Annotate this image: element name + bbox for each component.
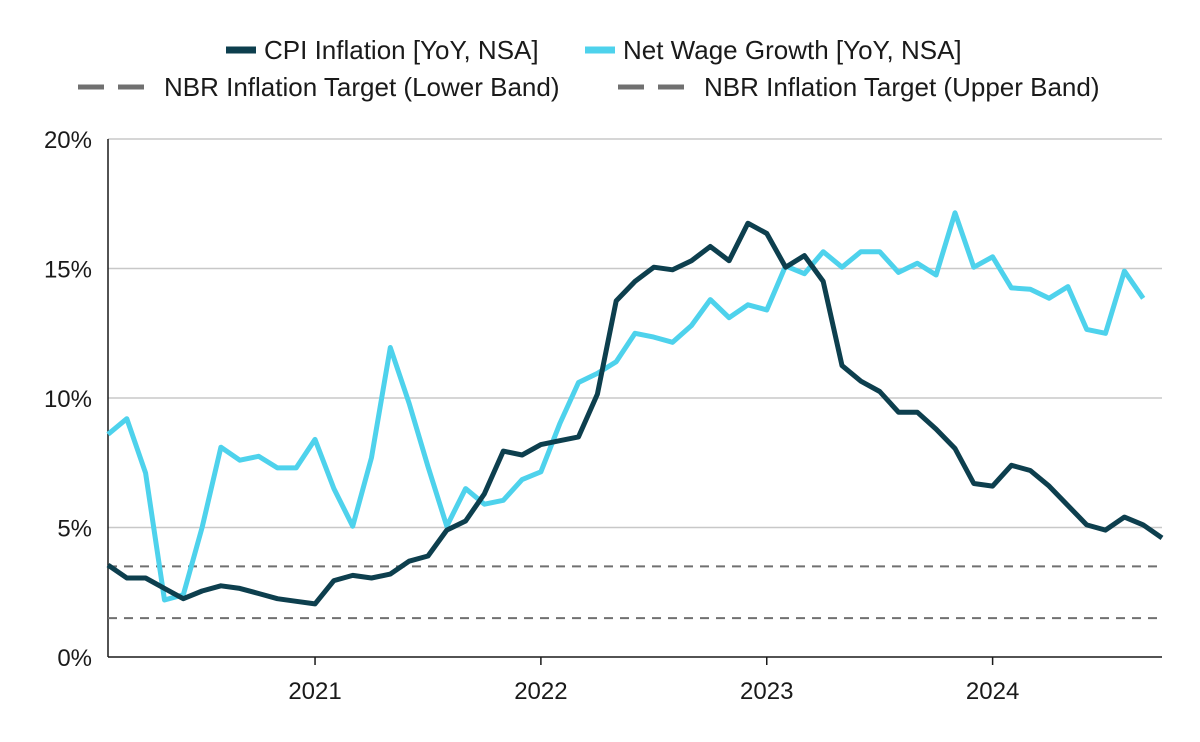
x-tick-label: 2022 bbox=[514, 678, 567, 705]
x-tick-label: 2023 bbox=[740, 678, 793, 705]
series-line-net-wage-growth bbox=[106, 210, 1146, 603]
series-lines bbox=[106, 210, 1164, 620]
legend: CPI Inflation [YoY, NSA] Net Wage Growth … bbox=[78, 35, 1100, 102]
gridlines bbox=[108, 138, 1162, 529]
legend-label: NBR Inflation Target (Upper Band) bbox=[704, 72, 1100, 102]
y-axis-ticks: 0% 5% 10% 15% 20% bbox=[44, 127, 92, 672]
legend-label: NBR Inflation Target (Lower Band) bbox=[164, 72, 560, 102]
y-tick-label: 15% bbox=[44, 257, 92, 284]
y-tick-label: 10% bbox=[44, 386, 92, 413]
series-line-cpi-inflation bbox=[106, 220, 1164, 607]
y-tick-label: 20% bbox=[44, 127, 92, 154]
y-tick-label: 0% bbox=[57, 645, 92, 672]
x-axis: 2021 2022 2023 2024 bbox=[107, 139, 1162, 705]
x-tick-label: 2021 bbox=[288, 678, 341, 705]
legend-label: CPI Inflation [YoY, NSA] bbox=[264, 35, 539, 65]
y-tick-label: 5% bbox=[57, 516, 92, 543]
x-tick-label: 2024 bbox=[966, 678, 1019, 705]
legend-label: Net Wage Growth [YoY, NSA] bbox=[623, 35, 962, 65]
